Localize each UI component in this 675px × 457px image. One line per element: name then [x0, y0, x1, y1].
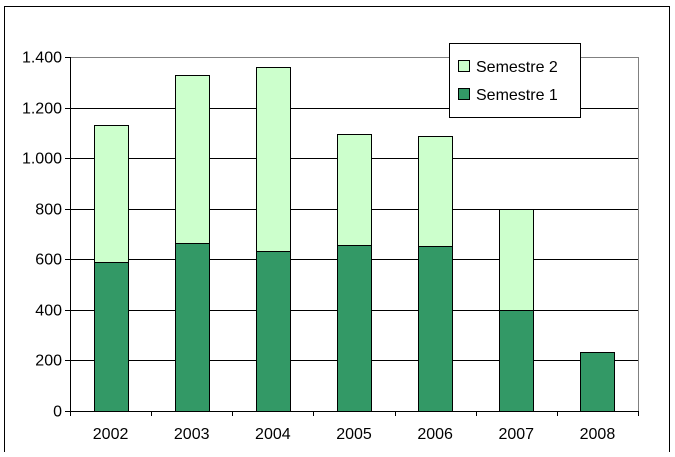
y-tick-label: 400: [35, 303, 62, 320]
y-tick-label: 800: [35, 202, 62, 219]
legend-swatch-semestre-2: [458, 60, 470, 72]
x-tick-label: 2004: [255, 426, 291, 443]
bar-semestre-1-2008: [580, 352, 615, 412]
bar-semestre-2-2007: [499, 209, 534, 311]
bar-semestre-2-2006: [418, 136, 453, 247]
x-tick-label: 2008: [580, 426, 616, 443]
legend-label: Semestre 1: [476, 87, 558, 104]
bar-semestre-2-2004: [256, 67, 291, 252]
bar-semestre-2-2003: [175, 75, 210, 244]
y-tick-label: 1.000: [22, 151, 62, 168]
y-tick-label: 1.200: [22, 101, 62, 118]
y-tick-label: 600: [35, 252, 62, 269]
x-tick-label: 2007: [498, 426, 534, 443]
x-tick-label: 2003: [174, 426, 210, 443]
y-tick-label: 0: [53, 404, 62, 421]
bar-semestre-1-2003: [175, 243, 210, 412]
chart-outer-border: [4, 6, 670, 457]
x-tick-label: 2005: [336, 426, 372, 443]
bar-semestre-1-2004: [256, 251, 291, 412]
legend-swatch-semestre-1: [458, 88, 470, 100]
x-tick-label: 2002: [93, 426, 129, 443]
y-tick-label: 200: [35, 353, 62, 370]
y-tick-label: 1.400: [22, 50, 62, 67]
bar-semestre-2-2002: [94, 125, 129, 263]
bar-semestre-1-2006: [418, 246, 453, 412]
legend-box: [449, 43, 581, 118]
bar-semestre-1-2007: [499, 310, 534, 412]
bar-semestre-1-2002: [94, 262, 129, 412]
bar-semestre-2-2005: [337, 134, 372, 246]
legend-label: Semestre 2: [476, 59, 558, 76]
bar-semestre-1-2005: [337, 245, 372, 412]
x-tick-label: 2006: [417, 426, 453, 443]
chart-legend: Semestre 2 Semestre 1: [449, 43, 581, 118]
